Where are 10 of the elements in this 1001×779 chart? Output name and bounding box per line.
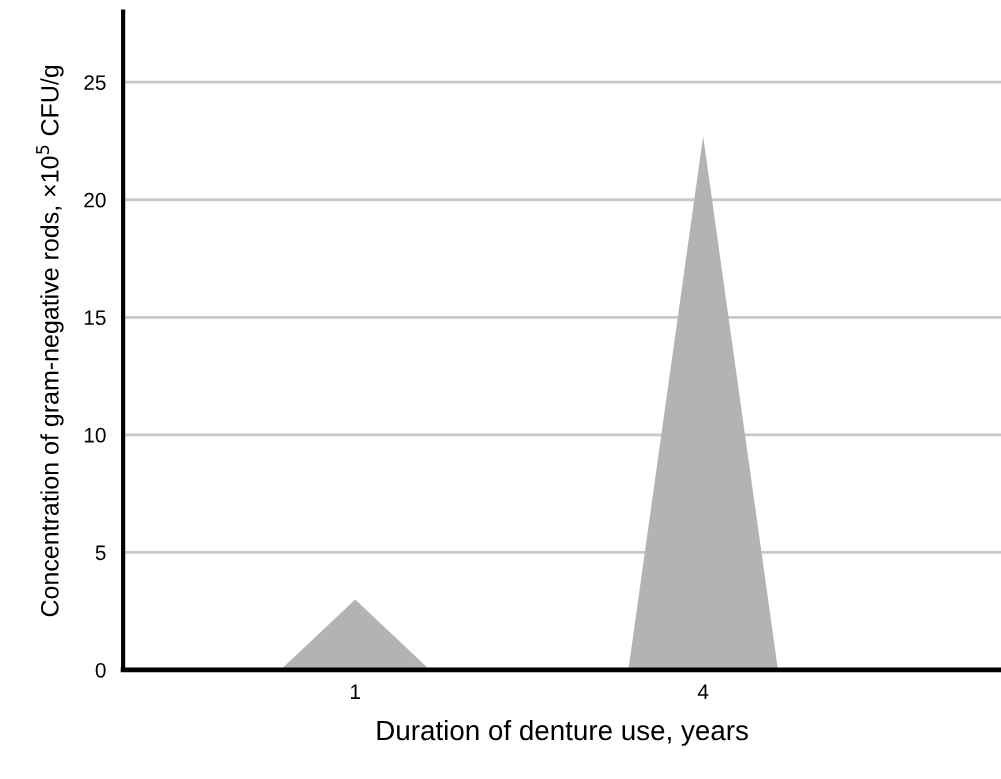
y-tick-label: 10: [84, 427, 106, 443]
x-tick-label: 1: [351, 684, 360, 699]
y-tick-label: 25: [84, 75, 106, 90]
y-tick-label: 0: [95, 662, 106, 678]
x-axis-title: Duration of denture use, years: [377, 719, 748, 746]
y-tick-label: 5: [95, 545, 106, 561]
y-tick-label: 15: [84, 310, 106, 326]
y-axis-title: Concentration of gram-negative rods, ×10$^{5}$ CFU/g: [36, 65, 64, 617]
y-tick-label: 20: [84, 192, 106, 208]
x-tick-label: 4: [697, 684, 709, 699]
